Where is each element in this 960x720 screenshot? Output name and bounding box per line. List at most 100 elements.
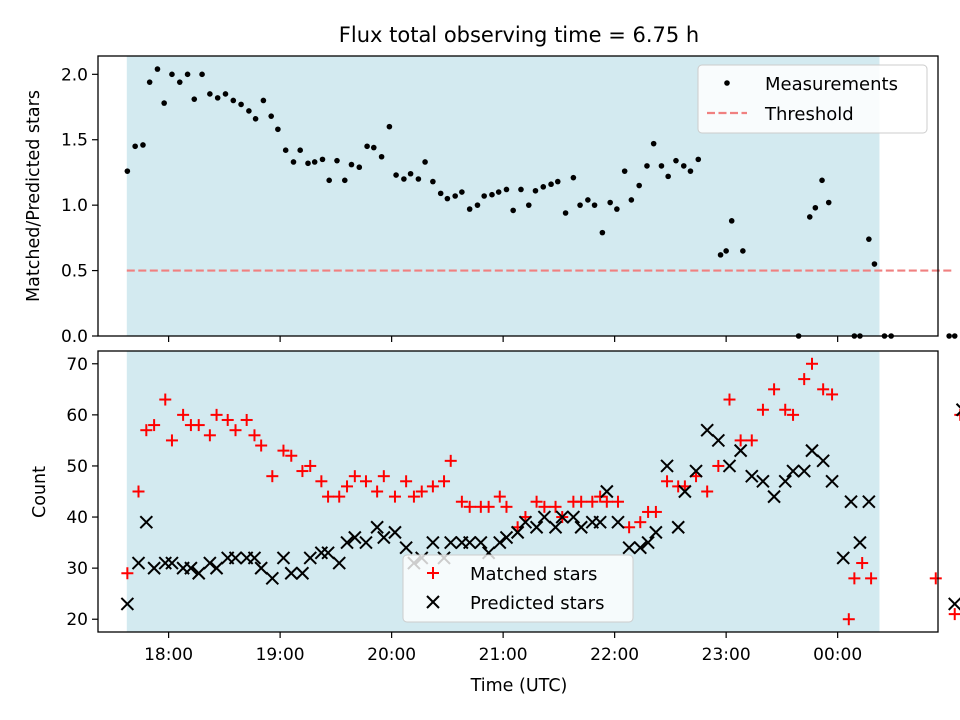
predicted-star-point xyxy=(566,510,581,524)
measurement-point xyxy=(415,176,422,182)
measurement-point xyxy=(723,248,729,254)
matched-star-point xyxy=(438,475,451,488)
bottom-x-tick-label: 23:00 xyxy=(702,645,751,665)
measurement-point xyxy=(214,95,221,101)
legend-matched-label: Matched stars xyxy=(470,564,597,585)
predicted-star-point xyxy=(499,530,514,545)
measurement-point xyxy=(430,178,436,185)
matched-star-point xyxy=(756,403,769,416)
measurement-point xyxy=(378,153,385,160)
matched-star-point xyxy=(377,470,390,483)
matched-star-point xyxy=(285,449,298,462)
matched-star-point xyxy=(140,424,153,437)
predicted-star-point xyxy=(399,540,413,555)
measurement-point xyxy=(401,176,407,182)
matched-star-point xyxy=(575,495,588,508)
measurement-point xyxy=(695,156,702,163)
bottom-x-tick-label: 18:00 xyxy=(144,645,193,665)
bottom-y-axis: 20 30 40 50 60 70 xyxy=(66,355,98,630)
predicted-star-point xyxy=(493,535,507,550)
measurement-point xyxy=(452,193,458,199)
matched-star-point xyxy=(407,490,420,503)
matched-star-point xyxy=(341,480,354,493)
matched-star-point xyxy=(723,393,736,406)
matched-star-point xyxy=(649,505,662,518)
bottom-x-axis-label: Time (UTC) xyxy=(470,676,568,696)
measurement-point xyxy=(176,79,183,85)
predicted-star-point xyxy=(254,561,268,575)
top-y-axis: 0.0 0.5 1.0 1.5 2.0 xyxy=(61,65,98,347)
measurement-point xyxy=(275,126,281,133)
measurement-point xyxy=(518,186,524,193)
legend-threshold-label: Threshold xyxy=(764,104,854,125)
predicted-star-point xyxy=(303,551,317,565)
measurement-point xyxy=(562,210,569,216)
predicted-star-point xyxy=(529,520,544,534)
bottom-x-tick-label: 00:00 xyxy=(813,645,862,665)
predicted-star-point xyxy=(444,535,458,550)
matched-star-point xyxy=(388,490,401,503)
predicted-star-point xyxy=(611,515,625,529)
matched-star-point xyxy=(600,495,613,508)
measurement-point xyxy=(268,113,275,119)
measurement-point xyxy=(665,173,671,180)
measurement-point xyxy=(252,116,259,122)
measurement-point xyxy=(290,159,297,165)
predicted-star-point xyxy=(265,571,280,586)
measurement-point xyxy=(356,164,363,171)
measurement-point xyxy=(305,160,311,167)
legend-matched-marker xyxy=(427,567,439,579)
predicted-star-point xyxy=(555,510,569,524)
predicted-star-point xyxy=(147,561,161,575)
predicted-star-point xyxy=(955,403,960,417)
matched-star-point xyxy=(712,459,725,472)
bottom-y-tick-label: 40 xyxy=(66,508,88,528)
measurement-point xyxy=(326,177,332,184)
top-chart-title: Flux total observing time = 6.75 h xyxy=(339,23,699,47)
matched-star-point xyxy=(805,357,818,370)
matched-star-point xyxy=(333,490,346,503)
measurement-point xyxy=(222,91,229,97)
measurement-point xyxy=(246,108,252,114)
predicted-star-point xyxy=(321,546,335,560)
predicted-star-point xyxy=(700,423,714,437)
measurement-point xyxy=(650,140,657,147)
measurement-point xyxy=(161,100,167,106)
bottom-y-tick-label: 60 xyxy=(66,406,88,426)
matched-star-point xyxy=(255,439,268,452)
matched-star-point xyxy=(426,480,439,493)
predicted-star-point xyxy=(722,459,737,473)
predicted-star-point xyxy=(120,597,135,611)
measurement-point xyxy=(946,333,952,339)
measurement-point xyxy=(154,66,161,72)
matched-star-point xyxy=(210,408,223,421)
measurement-point xyxy=(444,195,451,202)
predicted-star-point xyxy=(862,495,876,509)
predicted-star-point xyxy=(593,515,607,529)
measurement-point xyxy=(260,97,267,104)
top-y-tick-label: 1.5 xyxy=(61,131,88,151)
matched-star-point xyxy=(586,495,599,508)
bottom-axes-frame xyxy=(97,350,939,633)
measurement-point xyxy=(437,190,444,197)
measurement-point xyxy=(311,159,318,165)
measurement-point xyxy=(658,163,665,169)
measurement-point xyxy=(364,143,370,150)
measurement-point xyxy=(474,202,481,208)
predicted-star-point xyxy=(131,556,146,570)
bottom-x-tick-label: 20:00 xyxy=(367,645,416,665)
matched-star-point xyxy=(865,572,878,585)
matched-star-point xyxy=(148,419,161,432)
predicted-star-point xyxy=(426,535,440,550)
bottom-x-tick-label: 21:00 xyxy=(479,645,528,665)
matched-star-point xyxy=(229,424,242,437)
predicted-star-point xyxy=(649,525,663,540)
measurement-point xyxy=(495,189,502,195)
bottom-legend: Matched stars Predicted stars xyxy=(402,554,634,623)
measurement-point xyxy=(282,147,289,154)
predicted-star-point xyxy=(678,484,692,499)
matched-star-point xyxy=(493,490,506,503)
measurement-point xyxy=(812,204,819,211)
measurement-point xyxy=(680,163,687,169)
